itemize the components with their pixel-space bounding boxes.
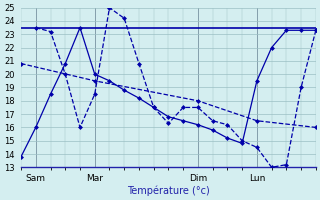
X-axis label: Température (°c): Température (°c)	[127, 185, 210, 196]
